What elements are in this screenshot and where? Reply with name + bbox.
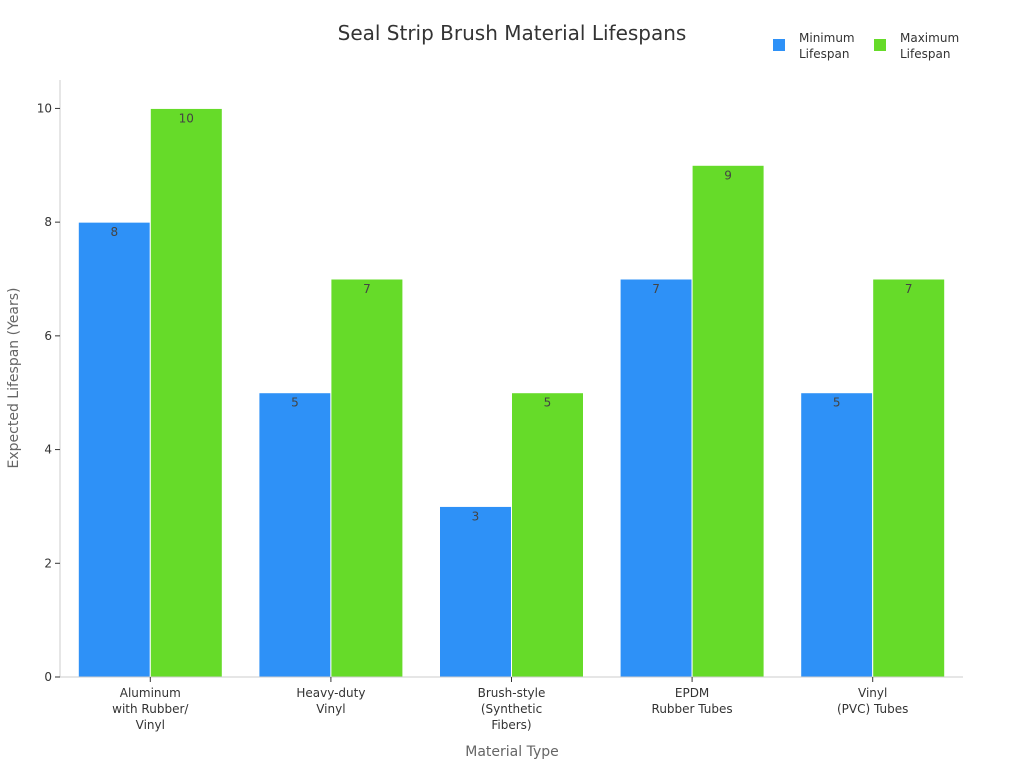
x-tick-label: Vinyl	[316, 702, 345, 716]
bar-minimum	[439, 505, 512, 678]
x-tick-label: (Synthetic	[481, 702, 542, 716]
data-label: 10	[179, 111, 194, 125]
bar-minimum	[77, 221, 151, 678]
data-label: 9	[724, 168, 732, 182]
x-tick-label: Heavy-duty	[296, 686, 365, 700]
y-tick-label: 4	[44, 443, 52, 457]
axes: 0 2 4 6 8 10 Aluminum with Rubber/Vinyl Heavy-du…	[37, 80, 963, 732]
bar-maximum	[330, 278, 404, 678]
data-label: 8	[110, 225, 118, 239]
legend: Minimum Lifespan Maximum Lifespan	[773, 31, 959, 61]
bar-minimum	[619, 278, 693, 678]
legend-label: Maximum	[900, 31, 959, 45]
bar-minimum	[258, 392, 332, 678]
x-tick-label: Aluminum	[120, 686, 181, 700]
legend-swatch	[874, 39, 886, 51]
x-axis-title: Material Type	[465, 744, 558, 760]
data-label: 7	[652, 282, 660, 296]
bar-minimum	[800, 392, 874, 678]
x-tick-label: with Rubber/	[112, 702, 189, 716]
data-label: 5	[291, 396, 299, 410]
legend-label: Lifespan	[799, 47, 849, 61]
y-tick-label: 0	[44, 670, 52, 684]
data-label: 7	[905, 282, 913, 296]
legend-label: Lifespan	[900, 47, 950, 61]
data-label: 3	[472, 509, 480, 523]
bar-maximum	[691, 164, 765, 678]
x-tick-label: Vinyl	[858, 686, 887, 700]
y-tick-label: 2	[44, 556, 52, 570]
data-label: 5	[544, 396, 552, 410]
y-tick-label: 6	[44, 329, 52, 343]
bar-maximum	[872, 278, 946, 678]
y-tick-label: 10	[37, 101, 52, 115]
chart-title: Seal Strip Brush Material Lifespans	[338, 21, 687, 45]
y-axis-title: Expected Lifespan (Years)	[6, 288, 22, 469]
y-tick-label: 8	[44, 215, 52, 229]
x-tick-label: Brush-style	[478, 686, 546, 700]
x-tick-label: Vinyl	[136, 718, 165, 732]
data-label: 5	[833, 396, 841, 410]
x-tick-label: EPDM	[675, 686, 709, 700]
bar-maximum	[511, 392, 584, 678]
data-label: 7	[363, 282, 371, 296]
bar-maximum	[149, 107, 223, 678]
bars: 8 10 5 7 3 5 7 9 5 7	[77, 107, 946, 678]
legend-label: Minimum	[799, 31, 855, 45]
x-tick-label: Rubber Tubes	[652, 702, 733, 716]
x-tick-label: (PVC) Tubes	[837, 702, 908, 716]
x-tick-label: Fibers)	[491, 718, 531, 732]
legend-swatch	[773, 39, 785, 51]
